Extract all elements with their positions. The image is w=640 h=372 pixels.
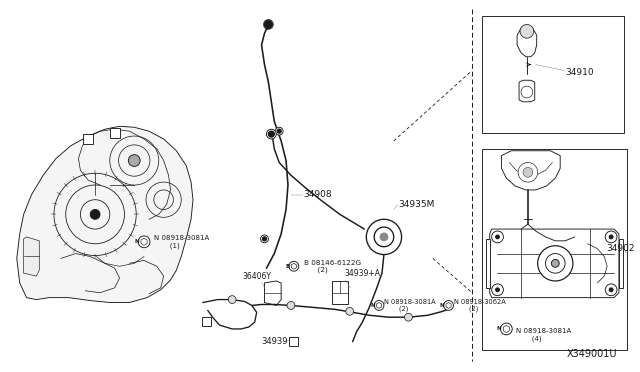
- Text: A: A: [112, 130, 117, 136]
- Circle shape: [492, 284, 504, 296]
- Polygon shape: [501, 151, 560, 190]
- Text: A: A: [291, 338, 295, 344]
- Text: 36406Y: 36406Y: [242, 272, 271, 280]
- Text: X349001U: X349001U: [566, 349, 617, 359]
- Text: 34902: 34902: [606, 244, 635, 253]
- Circle shape: [366, 219, 401, 254]
- Text: N: N: [440, 303, 444, 308]
- Circle shape: [444, 301, 454, 310]
- Text: N: N: [497, 327, 501, 331]
- Circle shape: [264, 20, 273, 28]
- Circle shape: [262, 237, 266, 241]
- FancyBboxPatch shape: [202, 317, 211, 326]
- Circle shape: [609, 288, 613, 292]
- Text: N 08918-3062A
       (2): N 08918-3062A (2): [454, 299, 506, 312]
- Circle shape: [266, 129, 276, 139]
- Polygon shape: [619, 239, 623, 288]
- FancyBboxPatch shape: [110, 128, 120, 138]
- Text: 34935M: 34935M: [399, 200, 435, 209]
- Text: 34939+A: 34939+A: [345, 269, 381, 278]
- Circle shape: [404, 313, 412, 321]
- Circle shape: [495, 235, 499, 239]
- Circle shape: [492, 231, 504, 243]
- Circle shape: [518, 163, 538, 182]
- Polygon shape: [519, 80, 535, 102]
- Polygon shape: [24, 237, 39, 276]
- Circle shape: [520, 25, 534, 38]
- Text: 34939: 34939: [262, 337, 288, 346]
- Circle shape: [277, 129, 281, 133]
- Circle shape: [138, 236, 150, 248]
- Polygon shape: [446, 302, 451, 308]
- Polygon shape: [141, 238, 147, 246]
- Text: 34910: 34910: [565, 68, 594, 77]
- FancyBboxPatch shape: [482, 149, 627, 350]
- Text: B: B: [86, 136, 91, 142]
- Circle shape: [495, 288, 499, 292]
- Circle shape: [260, 235, 268, 243]
- Polygon shape: [490, 229, 619, 298]
- FancyBboxPatch shape: [83, 134, 93, 144]
- Circle shape: [228, 296, 236, 304]
- Text: N 08918-3081A
       (2): N 08918-3081A (2): [384, 299, 436, 312]
- Text: N: N: [134, 239, 139, 244]
- Circle shape: [605, 284, 617, 296]
- Circle shape: [523, 167, 532, 177]
- Text: N 08918-3081A
       (1): N 08918-3081A (1): [154, 235, 209, 248]
- Circle shape: [129, 155, 140, 166]
- Text: 34908: 34908: [303, 190, 332, 199]
- Circle shape: [275, 127, 283, 135]
- Circle shape: [538, 246, 573, 281]
- Circle shape: [374, 301, 384, 310]
- Text: N: N: [370, 303, 374, 308]
- Circle shape: [268, 131, 275, 137]
- Circle shape: [287, 302, 295, 310]
- Polygon shape: [17, 126, 193, 302]
- Text: B: B: [204, 318, 208, 324]
- Polygon shape: [503, 326, 509, 333]
- Text: B 08146-6122G
      (2): B 08146-6122G (2): [303, 260, 361, 273]
- Circle shape: [500, 323, 512, 335]
- Circle shape: [545, 254, 565, 273]
- Polygon shape: [376, 302, 381, 308]
- Circle shape: [90, 209, 100, 219]
- Polygon shape: [332, 281, 348, 304]
- FancyBboxPatch shape: [289, 337, 298, 346]
- Circle shape: [552, 259, 559, 267]
- Circle shape: [374, 227, 394, 247]
- Circle shape: [346, 307, 353, 315]
- Text: N 08918-3081A
       (4): N 08918-3081A (4): [516, 328, 572, 341]
- Circle shape: [605, 231, 617, 243]
- Polygon shape: [291, 263, 296, 269]
- Polygon shape: [264, 281, 281, 305]
- Text: B: B: [285, 264, 289, 269]
- Circle shape: [380, 233, 388, 241]
- Polygon shape: [517, 25, 537, 57]
- Polygon shape: [486, 239, 490, 288]
- Circle shape: [289, 262, 299, 271]
- Circle shape: [609, 235, 613, 239]
- Circle shape: [521, 86, 532, 98]
- FancyBboxPatch shape: [482, 16, 624, 133]
